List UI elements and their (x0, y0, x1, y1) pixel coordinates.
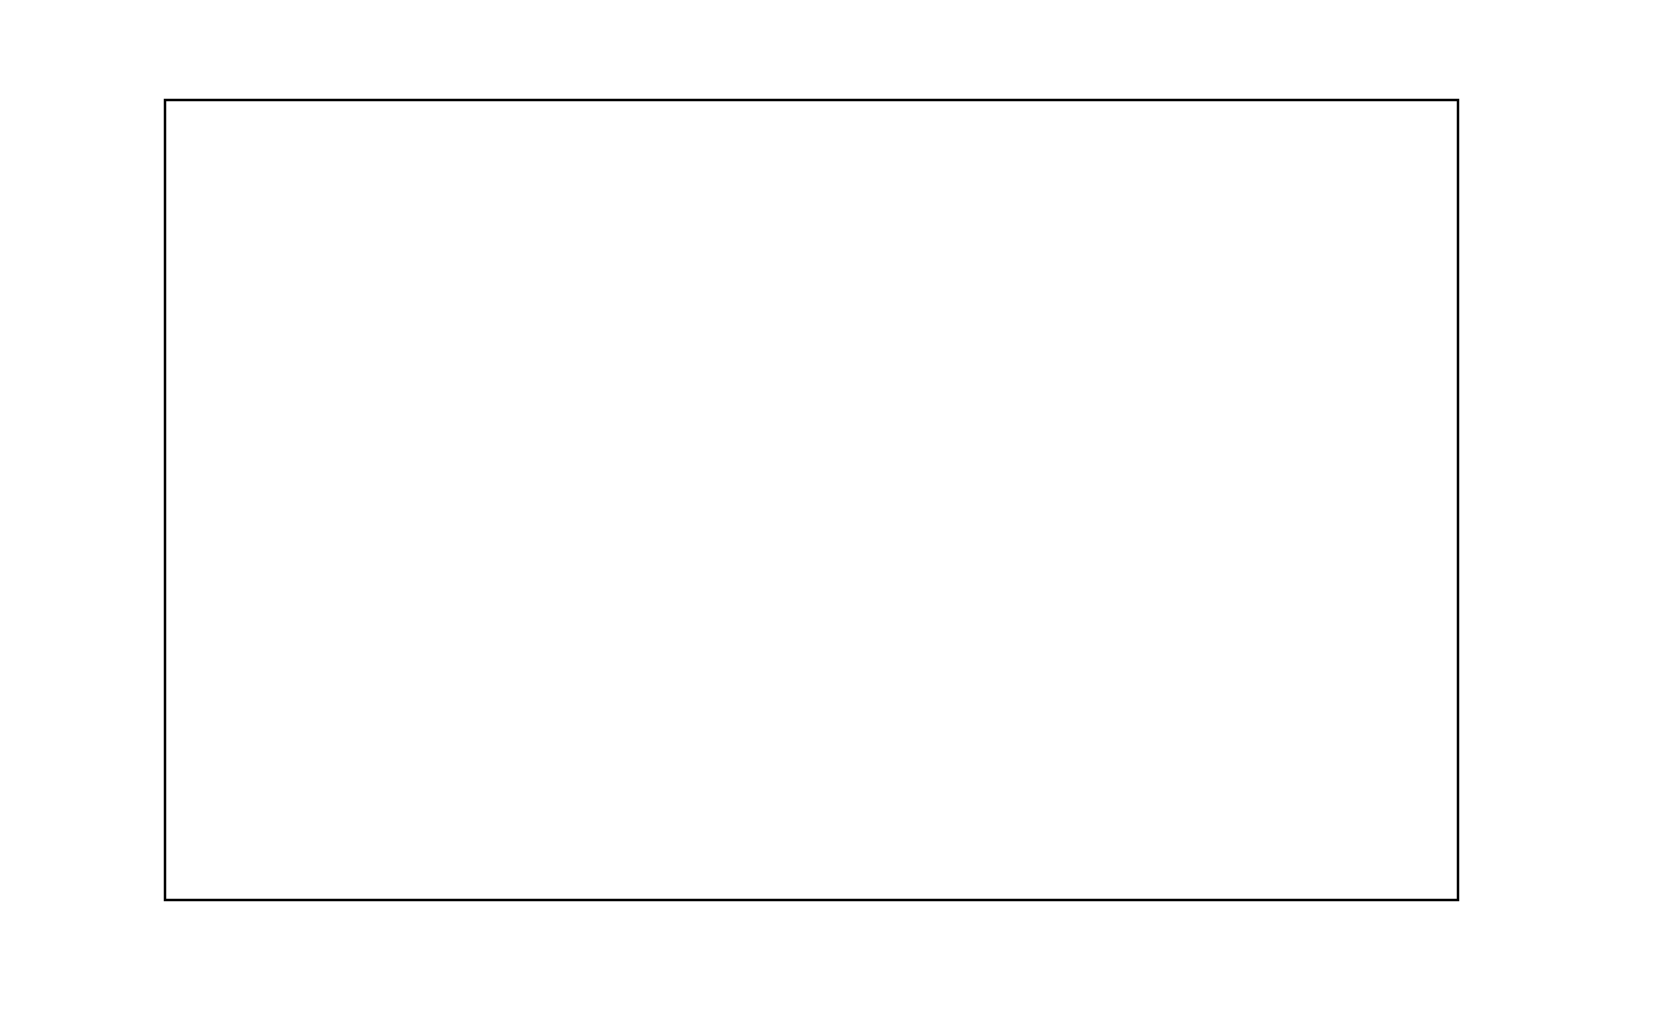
plot-frame (163, 98, 1460, 902)
